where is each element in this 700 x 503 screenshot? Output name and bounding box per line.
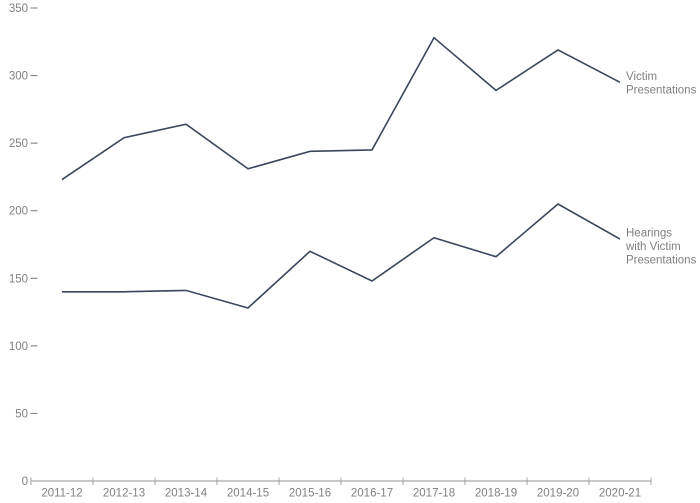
series-line-hearings-with-victim-presentations — [62, 203, 621, 309]
y-axis-label: 100 — [9, 341, 28, 353]
y-axis-label: 50 — [15, 408, 28, 420]
x-axis-label: 2016-17 — [351, 488, 393, 500]
series-line-victim-presentations — [61, 36, 621, 181]
x-axis-label: 2013-14 — [165, 488, 208, 500]
y-axis-label: 150 — [9, 273, 28, 285]
x-axis-label: 2014-15 — [227, 488, 269, 500]
series-label-line: Presentations — [626, 84, 697, 96]
y-axis-label: 0 — [22, 476, 28, 488]
y-axis-label: 300 — [9, 71, 28, 83]
series-label-line: Victim — [626, 71, 657, 83]
series-label-hearings-with-victim-presentations: Hearings with Victim Presentations — [625, 228, 697, 267]
x-axis-label: 2015-16 — [289, 488, 331, 500]
y-axis-label: 250 — [9, 138, 28, 150]
x-axis-label: 2020-21 — [599, 488, 641, 500]
series-label-line: with Victim — [625, 241, 681, 253]
series-label-line: Presentations — [626, 255, 697, 267]
x-axis-label: 2019-20 — [537, 488, 579, 500]
series-label-line: Hearings — [626, 228, 672, 240]
y-axis-label: 350 — [9, 3, 28, 15]
series-label-victim-presentations: Victim Presentations — [626, 71, 697, 97]
x-axis-label: 2018-19 — [475, 488, 517, 500]
x-axis-label: 2012-13 — [103, 488, 145, 500]
y-axis-label: 200 — [9, 206, 28, 218]
x-axis-label: 2011-12 — [41, 488, 82, 500]
x-axis-label: 2017-18 — [413, 488, 455, 500]
